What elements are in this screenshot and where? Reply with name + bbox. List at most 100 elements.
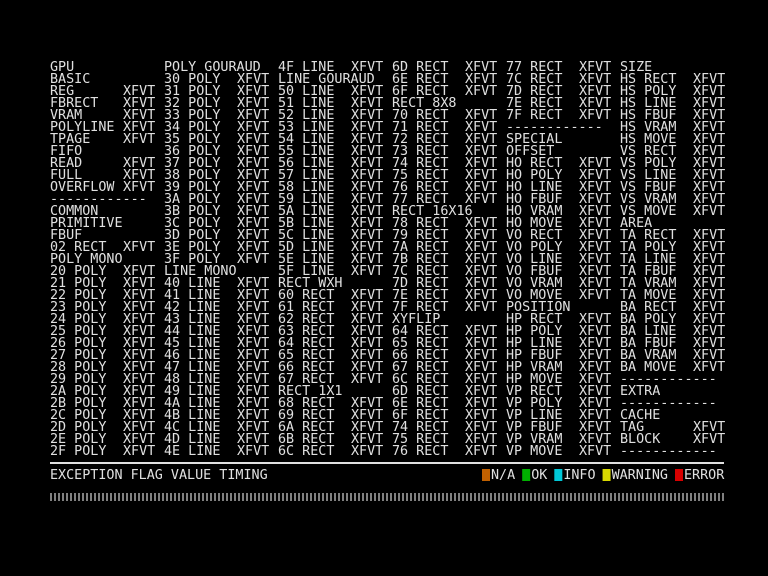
- legend-label: INFO: [563, 468, 595, 483]
- test-label: 2A POLY: [50, 384, 106, 399]
- test-status: XFVT: [123, 264, 155, 279]
- test-status: XFVT: [693, 240, 725, 255]
- test-status: XFVT: [579, 156, 611, 171]
- test-label: 65 RECT: [278, 348, 334, 363]
- test-status: XFVT: [465, 192, 497, 207]
- test-status: XFVT: [123, 372, 155, 387]
- test-status: XFVT: [237, 384, 269, 399]
- test-status: XFVT: [351, 444, 383, 459]
- test-status: XFVT: [351, 84, 383, 99]
- test-status: XFVT: [465, 300, 497, 315]
- test-status: XFVT: [237, 120, 269, 135]
- legend-label: ERROR: [684, 468, 725, 483]
- test-label: 5B LINE: [278, 216, 334, 231]
- test-label: VS LINE: [620, 168, 676, 183]
- test-label: 45 LINE: [164, 336, 220, 351]
- test-label: 31 POLY: [164, 84, 220, 99]
- legend-label: OK: [531, 468, 548, 483]
- test-label: ------------: [620, 444, 717, 459]
- test-status: XFVT: [237, 204, 269, 219]
- test-status: XFVT: [351, 132, 383, 147]
- test-label: 57 LINE: [278, 168, 334, 183]
- legend-swatch: [522, 469, 531, 481]
- test-status: XFVT: [237, 252, 269, 267]
- legend-swatch: [675, 469, 683, 481]
- test-label: 66 RECT: [392, 348, 448, 363]
- test-label: HP FBUF: [506, 348, 562, 363]
- test-label: 76 RECT: [392, 444, 448, 459]
- test-status: XFVT: [693, 156, 725, 171]
- test-label: HS LINE: [620, 96, 676, 111]
- test-status: XFVT: [579, 192, 611, 207]
- test-status: XFVT: [351, 120, 383, 135]
- section-header: POLY GOURAUD: [164, 60, 261, 75]
- test-status: XFVT: [237, 360, 269, 375]
- test-label: HO LINE: [506, 180, 562, 195]
- test-label: 27 POLY: [50, 348, 106, 363]
- test-label: 63 RECT: [278, 324, 334, 339]
- test-label: BA POLY: [620, 312, 676, 327]
- test-status: XFVT: [123, 336, 155, 351]
- test-status: XFVT: [123, 288, 155, 303]
- test-label: 47 LINE: [164, 360, 220, 375]
- test-label: 74 RECT: [392, 420, 448, 435]
- test-status: XFVT: [237, 96, 269, 111]
- test-status: XFVT: [465, 372, 497, 387]
- test-status: XFVT: [579, 228, 611, 243]
- test-status: XFVT: [693, 336, 725, 351]
- test-status: XFVT: [351, 312, 383, 327]
- test-label: 7D RECT: [392, 276, 448, 291]
- test-label: 51 LINE: [278, 96, 334, 111]
- test-label: ------------: [506, 120, 603, 135]
- test-status: XFVT: [579, 84, 611, 99]
- test-label: 48 LINE: [164, 372, 220, 387]
- test-label: 20 POLY: [50, 264, 106, 279]
- legend-label: WARNING: [612, 468, 668, 483]
- test-label: 64 RECT: [278, 336, 334, 351]
- test-status: XFVT: [465, 324, 497, 339]
- test-label: TPAGE: [50, 132, 90, 147]
- test-label: TAG: [620, 420, 644, 435]
- test-label: 79 RECT: [392, 228, 448, 243]
- test-status: XFVT: [693, 264, 725, 279]
- section-header: LINE GOURAUD: [278, 72, 375, 87]
- section-header: POSITION: [506, 300, 571, 315]
- test-status: XFVT: [579, 336, 611, 351]
- section-header: XYFLIP: [392, 312, 440, 327]
- test-label: HS VRAM: [620, 120, 676, 135]
- test-label: 3D POLY: [164, 228, 220, 243]
- test-status: XFVT: [579, 432, 611, 447]
- test-status: XFVT: [693, 252, 725, 267]
- test-status: XFVT: [237, 276, 269, 291]
- test-status: XFVT: [123, 432, 155, 447]
- test-label: 55 LINE: [278, 144, 334, 159]
- test-label: VP VRAM: [506, 432, 562, 447]
- test-status: XFVT: [465, 444, 497, 459]
- test-label: VP FBUF: [506, 420, 562, 435]
- test-status: XFVT: [123, 360, 155, 375]
- test-label: ------------: [620, 372, 717, 387]
- test-label: BA VRAM: [620, 348, 676, 363]
- test-label: VS MOVE: [620, 204, 676, 219]
- test-label: 3B POLY: [164, 204, 220, 219]
- test-label: TA RECT: [620, 228, 676, 243]
- test-label: HS MOVE: [620, 132, 676, 147]
- test-label: BA RECT: [620, 300, 676, 315]
- test-status: XFVT: [465, 84, 497, 99]
- test-status: XFVT: [693, 228, 725, 243]
- test-status: XFVT: [123, 180, 155, 195]
- test-label: 72 RECT: [392, 132, 448, 147]
- test-status: XFVT: [123, 444, 155, 459]
- test-status: XFVT: [693, 108, 725, 123]
- test-status: XFVT: [351, 168, 383, 183]
- test-label: 75 RECT: [392, 432, 448, 447]
- test-status: XFVT: [693, 360, 725, 375]
- section-header: FIFO: [50, 144, 82, 159]
- test-label: HS RECT: [620, 72, 676, 87]
- test-status: XFVT: [237, 396, 269, 411]
- test-status: XFVT: [351, 288, 383, 303]
- test-label: 30 POLY: [164, 72, 220, 87]
- test-status: XFVT: [237, 156, 269, 171]
- test-status: XFVT: [351, 240, 383, 255]
